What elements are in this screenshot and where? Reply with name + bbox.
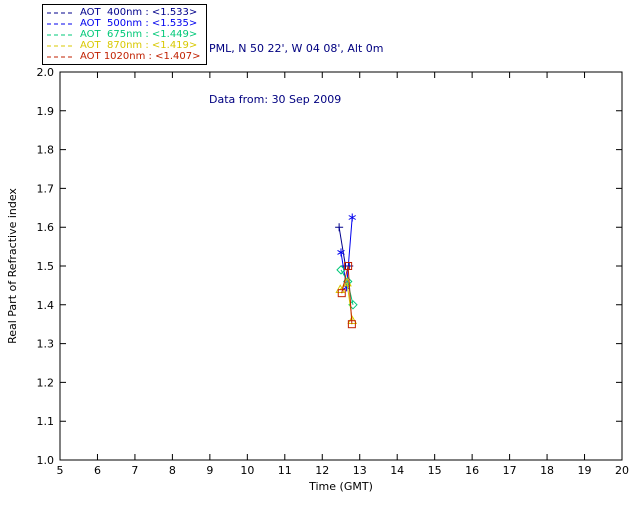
legend-item: AOT 500nm : <1.535> — [46, 18, 200, 29]
y-tick-label: 1.6 — [37, 221, 55, 234]
x-tick-label: 7 — [131, 464, 138, 477]
site-line: PML, N 50 22', W 04 08', Alt 0m — [209, 42, 384, 55]
legend-line-sample — [47, 45, 75, 46]
marker-asterisk — [337, 248, 345, 257]
y-tick-label: 1.9 — [37, 105, 55, 118]
legend-item-label: AOT 870nm : <1.419> — [80, 40, 198, 51]
legend-line-sample — [47, 56, 75, 57]
x-tick-label: 15 — [428, 464, 442, 477]
legend-item-label: AOT 400nm : <1.533> — [80, 7, 198, 18]
x-tick-label: 20 — [615, 464, 629, 477]
y-tick-label: 1.5 — [37, 260, 55, 273]
y-tick-label: 1.8 — [37, 144, 55, 157]
y-tick-label: 1.7 — [37, 182, 55, 195]
x-tick-label: 16 — [465, 464, 479, 477]
y-axis-label: Real Part of Refractive index — [6, 188, 19, 344]
x-tick-label: 19 — [578, 464, 592, 477]
x-tick-label: 12 — [315, 464, 329, 477]
x-tick-label: 17 — [503, 464, 517, 477]
legend-line-sample — [47, 12, 75, 13]
legend-item-label: AOT 500nm : <1.535> — [80, 18, 198, 29]
legend-item: AOT 870nm : <1.419> — [46, 40, 200, 51]
series-aot-1020nm — [337, 262, 356, 329]
x-tick-label: 9 — [206, 464, 213, 477]
legend-item-label: AOT 1020nm : <1.407> — [80, 51, 201, 62]
header-info: PML, N 50 22', W 04 08', Alt 0m Data fro… — [209, 6, 383, 142]
legend-line-sample — [47, 34, 75, 35]
marker-square — [347, 320, 356, 329]
marker-plus — [335, 223, 344, 232]
x-axis-label: Time (GMT) — [308, 480, 373, 493]
date-line: Data from: 30 Sep 2009 — [209, 93, 342, 106]
series-line — [338, 227, 350, 267]
x-tick-label: 18 — [540, 464, 554, 477]
y-tick-label: 1.4 — [37, 299, 55, 312]
y-tick-label: 1.1 — [37, 415, 55, 428]
plot-area: 5 6 7 8 9 10 11 12 13 14 15 16 17 18 19 20 1.0 1.1 1.2 1.3 1… — [6, 66, 629, 493]
x-tick-label: 13 — [353, 464, 367, 477]
legend-item: AOT 400nm : <1.533> — [46, 7, 200, 18]
legend-line-sample — [47, 23, 75, 24]
legend-item: AOT 1020nm : <1.407> — [46, 51, 200, 62]
x-tick-label: 14 — [390, 464, 404, 477]
legend-item-label: AOT 675nm : <1.449> — [80, 29, 198, 40]
y-tick-label: 2.0 — [37, 66, 55, 79]
marker-asterisk — [348, 213, 356, 222]
legend-item: AOT 675nm : <1.449> — [46, 29, 200, 40]
y-tick-label: 1.3 — [37, 338, 55, 351]
series-line — [340, 217, 353, 288]
x-tick-label: 8 — [169, 464, 176, 477]
x-tick-label: 10 — [240, 464, 254, 477]
legend-box: AOT 400nm : <1.533> AOT 500nm : <1.535> AO… — [42, 4, 208, 65]
x-tick-label: 5 — [57, 464, 64, 477]
marker-diamond — [336, 265, 346, 275]
x-tick-label: 6 — [94, 464, 101, 477]
y-tick-label: 1.2 — [37, 376, 55, 389]
x-tick-label: 11 — [278, 464, 292, 477]
marker-square — [337, 289, 346, 298]
marker-square — [344, 262, 353, 270]
y-tick-label: 1.0 — [37, 454, 55, 467]
series-line — [340, 269, 354, 305]
series-line — [341, 265, 353, 325]
